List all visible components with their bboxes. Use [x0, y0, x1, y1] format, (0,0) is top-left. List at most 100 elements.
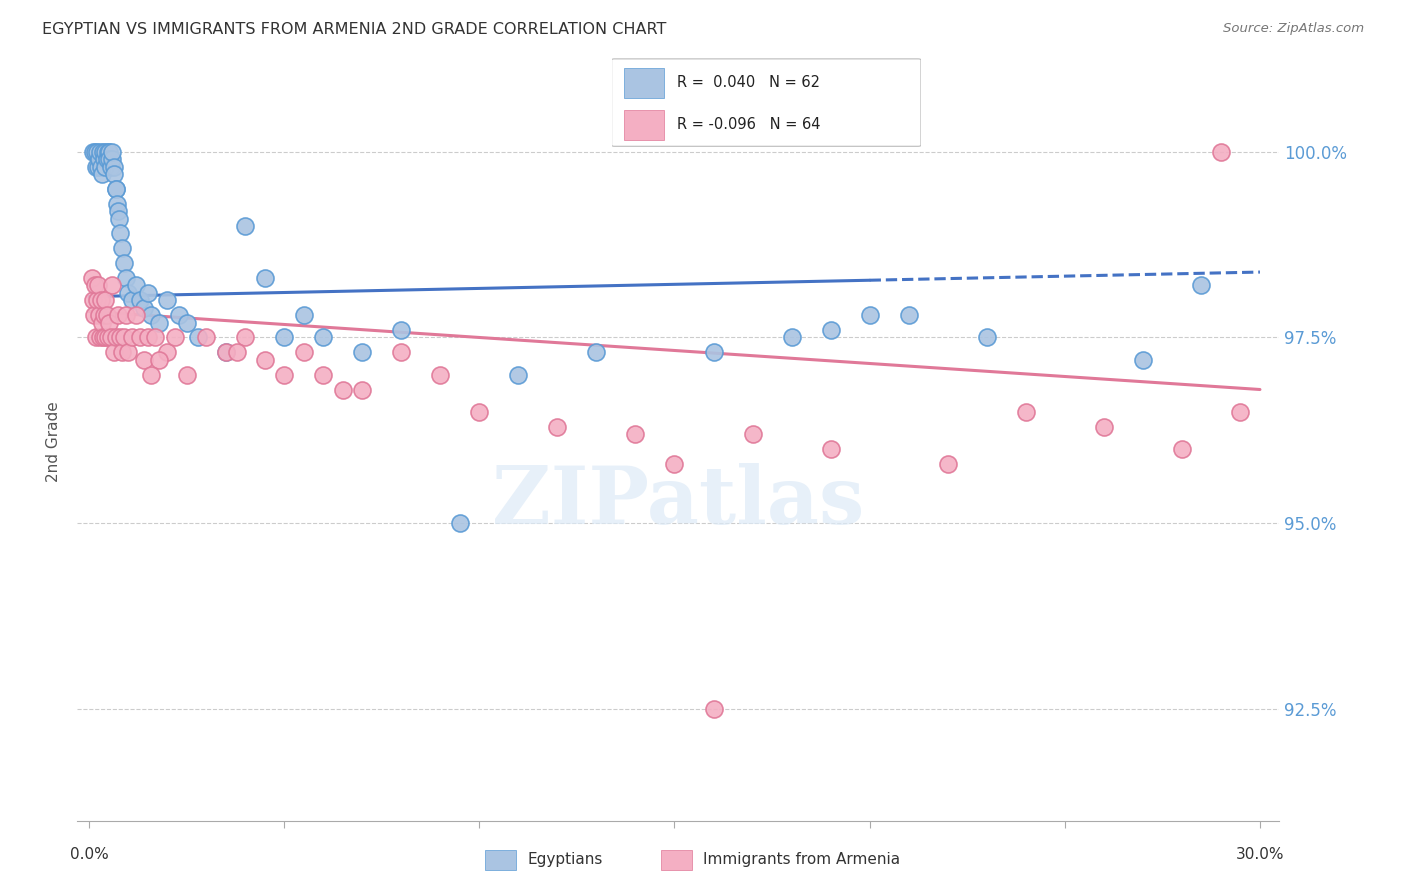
Point	[273, 368, 295, 382]
Bar	[624, 110, 664, 140]
Point	[820, 323, 842, 337]
Point	[195, 330, 218, 344]
Point	[1229, 405, 1251, 419]
Point	[389, 323, 412, 337]
Point	[292, 345, 315, 359]
Point	[93, 152, 115, 166]
Point	[233, 219, 256, 233]
Point	[156, 293, 179, 308]
Point	[449, 516, 471, 531]
Point	[1132, 352, 1154, 367]
Point	[332, 383, 354, 397]
Point	[121, 330, 143, 344]
Point	[163, 330, 186, 344]
Point	[90, 316, 112, 330]
Point	[97, 145, 120, 159]
Point	[101, 278, 124, 293]
Point	[936, 457, 959, 471]
Point	[110, 330, 132, 344]
Point	[780, 330, 803, 344]
Point	[389, 345, 412, 359]
Point	[167, 308, 190, 322]
Point	[226, 345, 249, 359]
Point	[125, 278, 148, 293]
Point	[1209, 145, 1232, 159]
Point	[128, 330, 150, 344]
Point	[104, 182, 127, 196]
Point	[103, 160, 125, 174]
Point	[976, 330, 998, 344]
Point	[352, 383, 374, 397]
Point	[89, 145, 111, 159]
Point	[1015, 405, 1038, 419]
Point	[312, 330, 335, 344]
Point	[820, 442, 842, 456]
Point	[93, 145, 115, 159]
Point	[176, 368, 198, 382]
Point	[83, 278, 105, 293]
Text: ZIPatlas: ZIPatlas	[492, 463, 865, 541]
Point	[312, 368, 335, 382]
Point	[96, 152, 118, 166]
Point	[97, 145, 120, 159]
Point	[87, 308, 110, 322]
Point	[136, 330, 159, 344]
Point	[468, 405, 491, 419]
Point	[93, 293, 115, 308]
Point	[90, 160, 112, 174]
Point	[105, 182, 128, 196]
Point	[352, 345, 374, 359]
Point	[91, 145, 114, 159]
Point	[87, 152, 110, 166]
Point	[83, 145, 105, 159]
Point	[148, 316, 170, 330]
Point	[125, 308, 148, 322]
Point	[84, 330, 107, 344]
Point	[86, 278, 108, 293]
Text: Source: ZipAtlas.com: Source: ZipAtlas.com	[1223, 22, 1364, 36]
Point	[111, 345, 134, 359]
Point	[897, 308, 920, 322]
Point	[103, 167, 125, 181]
Point	[115, 308, 138, 322]
Point	[115, 271, 138, 285]
Text: Egyptians: Egyptians	[527, 853, 603, 867]
Point	[117, 345, 139, 359]
Point	[101, 145, 124, 159]
Point	[107, 204, 129, 219]
Point	[94, 160, 117, 174]
Point	[187, 330, 209, 344]
Point	[86, 293, 108, 308]
Point	[148, 352, 170, 367]
Point	[93, 308, 115, 322]
Point	[90, 167, 112, 181]
Point	[508, 368, 530, 382]
Point	[132, 352, 155, 367]
Point	[111, 241, 134, 255]
Point	[97, 330, 120, 344]
Point	[141, 308, 163, 322]
Point	[136, 285, 159, 300]
Point	[100, 160, 122, 174]
Point	[82, 293, 104, 308]
Point	[105, 330, 128, 344]
Point	[1092, 419, 1115, 434]
Text: R = -0.096   N = 64: R = -0.096 N = 64	[676, 118, 820, 132]
Text: R =  0.040   N = 62: R = 0.040 N = 62	[676, 76, 820, 90]
Point	[233, 330, 256, 344]
Point	[128, 293, 150, 308]
Point	[253, 271, 276, 285]
Text: Immigrants from Armenia: Immigrants from Armenia	[703, 853, 900, 867]
Point	[1171, 442, 1194, 456]
Point	[107, 308, 129, 322]
Point	[156, 345, 179, 359]
Text: EGYPTIAN VS IMMIGRANTS FROM ARMENIA 2ND GRADE CORRELATION CHART: EGYPTIAN VS IMMIGRANTS FROM ARMENIA 2ND …	[42, 22, 666, 37]
Point	[96, 308, 118, 322]
Bar	[624, 68, 664, 98]
Point	[741, 427, 763, 442]
Point	[1189, 278, 1212, 293]
Point	[214, 345, 236, 359]
Point	[100, 330, 122, 344]
Point	[702, 702, 724, 716]
Point	[214, 345, 236, 359]
